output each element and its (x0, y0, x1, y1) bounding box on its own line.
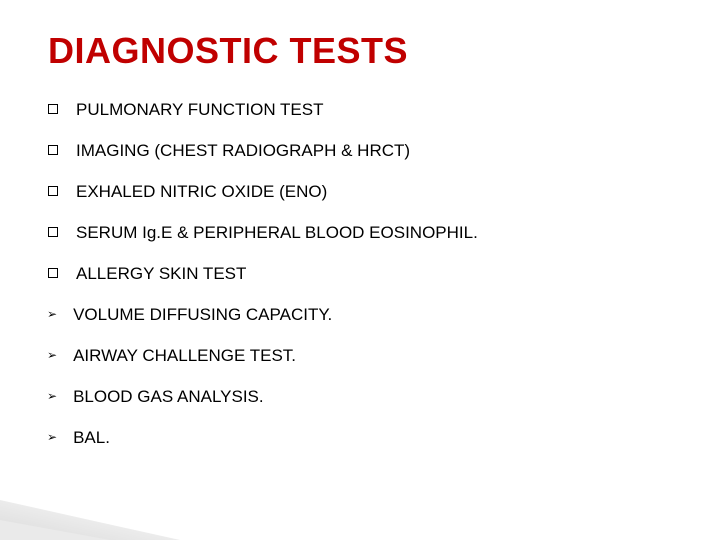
list-item-label: SERUM Ig.E & PERIPHERAL BLOOD EOSINOPHIL… (76, 223, 478, 243)
list-item-label: EXHALED NITRIC OXIDE (ENO) (76, 182, 327, 202)
list-item: ➢ VOLUME DIFFUSING CAPACITY. (48, 305, 680, 325)
list-item: ➢ BAL. (48, 428, 680, 448)
square-bullet-icon (48, 104, 58, 114)
list-item: ALLERGY SKIN TEST (48, 264, 680, 284)
slide: DIAGNOSTIC TESTS PULMONARY FUNCTION TEST… (0, 0, 720, 540)
square-bullet-icon (48, 186, 58, 196)
list-item: ➢ BLOOD GAS ANALYSIS. (48, 387, 680, 407)
corner-decoration-icon (0, 480, 180, 540)
list-item-label: IMAGING (CHEST RADIOGRAPH & HRCT) (76, 141, 410, 161)
arrow-bullet-icon: ➢ (47, 428, 57, 446)
list-item-label: ALLERGY SKIN TEST (76, 264, 246, 284)
slide-title: DIAGNOSTIC TESTS (48, 30, 680, 72)
list-item: ➢ AIRWAY CHALLENGE TEST. (48, 346, 680, 366)
list-item-label: BAL. (73, 428, 110, 448)
arrow-bullet-icon: ➢ (47, 305, 57, 323)
test-list: PULMONARY FUNCTION TEST IMAGING (CHEST R… (48, 100, 680, 448)
square-bullet-icon (48, 145, 58, 155)
square-bullet-icon (48, 227, 58, 237)
square-bullet-icon (48, 268, 58, 278)
list-item-label: AIRWAY CHALLENGE TEST. (73, 346, 296, 366)
list-item: PULMONARY FUNCTION TEST (48, 100, 680, 120)
list-item-label: PULMONARY FUNCTION TEST (76, 100, 323, 120)
list-item: EXHALED NITRIC OXIDE (ENO) (48, 182, 680, 202)
arrow-bullet-icon: ➢ (47, 346, 57, 364)
list-item-label: VOLUME DIFFUSING CAPACITY. (73, 305, 332, 325)
list-item: IMAGING (CHEST RADIOGRAPH & HRCT) (48, 141, 680, 161)
list-item: SERUM Ig.E & PERIPHERAL BLOOD EOSINOPHIL… (48, 223, 680, 243)
arrow-bullet-icon: ➢ (47, 387, 57, 405)
list-item-label: BLOOD GAS ANALYSIS. (73, 387, 264, 407)
